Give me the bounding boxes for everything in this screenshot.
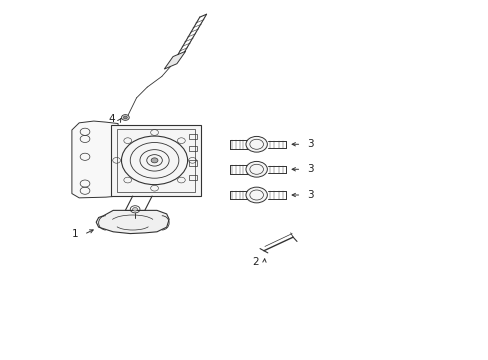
Bar <box>188 146 197 152</box>
Polygon shape <box>72 121 118 198</box>
Circle shape <box>123 116 127 119</box>
Text: 3: 3 <box>306 190 313 200</box>
Text: 1: 1 <box>72 229 79 239</box>
Bar <box>188 175 197 180</box>
Bar <box>116 129 195 192</box>
Text: 3: 3 <box>306 164 313 174</box>
Bar <box>188 134 197 139</box>
Circle shape <box>245 161 267 177</box>
Circle shape <box>132 207 137 211</box>
Circle shape <box>245 136 267 152</box>
Circle shape <box>151 158 158 163</box>
Circle shape <box>121 114 129 120</box>
Text: 4: 4 <box>109 113 115 123</box>
Polygon shape <box>96 210 169 234</box>
Bar <box>188 160 197 166</box>
Text: 3: 3 <box>306 139 313 149</box>
Text: 2: 2 <box>252 257 259 267</box>
Circle shape <box>245 187 267 203</box>
Polygon shape <box>164 51 185 69</box>
Bar <box>111 125 201 196</box>
